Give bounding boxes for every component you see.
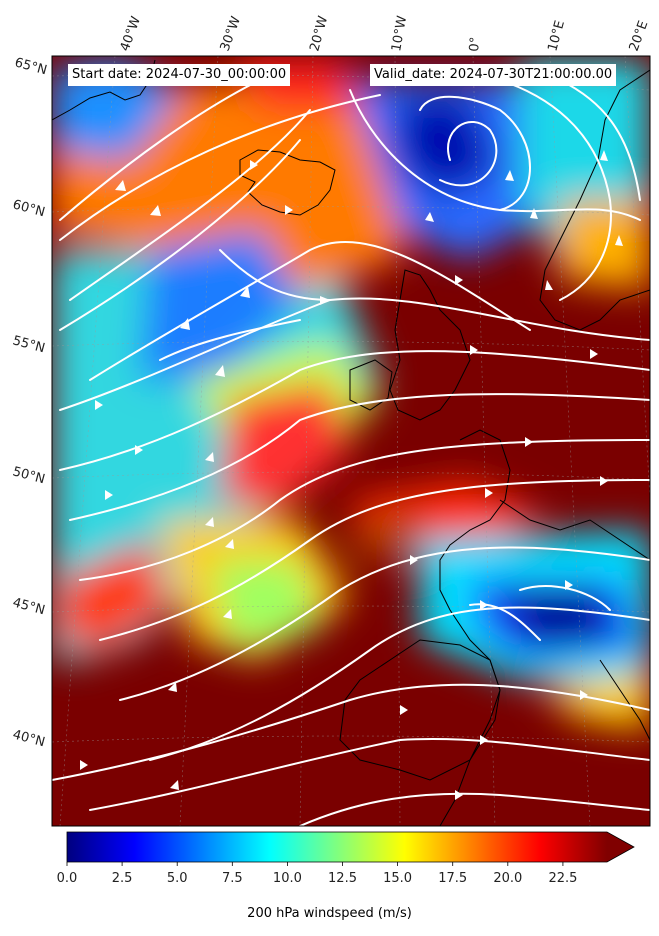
colorbar-tick-label: 0.0 bbox=[57, 871, 78, 886]
valid-date-label: Valid_date: 2024-07-30T21:00:00.00 bbox=[370, 64, 616, 86]
lat-label: 40°N bbox=[11, 727, 47, 750]
lat-labels: 65°N 60°N 55°N 50°N 45°N 40°N bbox=[11, 55, 49, 750]
colorbar-tick-label: 5.0 bbox=[167, 871, 188, 886]
lon-label: 10°W bbox=[389, 15, 410, 53]
colorbar-label: 200 hPa windspeed (m/s) bbox=[0, 906, 659, 921]
start-date-label: Start date: 2024-07-30_00:00:00 bbox=[68, 64, 290, 86]
colorbar-extend-arrow bbox=[607, 832, 634, 862]
lon-label: 40°W bbox=[118, 14, 144, 53]
lon-label: 0° bbox=[467, 36, 483, 52]
lon-label: 20°W bbox=[307, 14, 331, 53]
colorbar-tick-label: 12.5 bbox=[328, 871, 357, 886]
colorbar-tick-label: 15.0 bbox=[383, 871, 412, 886]
colorbar-tick-label: 20.0 bbox=[493, 871, 522, 886]
lat-label: 65°N bbox=[13, 55, 49, 78]
colorbar-tick-label: 22.5 bbox=[548, 871, 577, 886]
colorbar-tick-label: 17.5 bbox=[438, 871, 467, 886]
lon-labels: 40°W 30°W 20°W 10°W 0° 10°E 20°E bbox=[118, 14, 652, 53]
colorbar-gradient bbox=[67, 832, 607, 862]
colorbar: 0.0 2.5 5.0 7.5 10.0 12.5 15.0 17.5 20.0 22.5 bbox=[57, 832, 634, 886]
lat-label: 60°N bbox=[11, 197, 47, 220]
colorbar-tick-label: 10.0 bbox=[273, 871, 302, 886]
lon-label: 10°E bbox=[545, 19, 568, 53]
lon-label: 30°W bbox=[218, 14, 244, 53]
lat-label: 45°N bbox=[11, 595, 47, 618]
colorbar-tick-label: 2.5 bbox=[112, 871, 133, 886]
lon-label: 20°E bbox=[627, 19, 652, 54]
lat-label: 55°N bbox=[11, 333, 47, 356]
lat-label: 50°N bbox=[11, 464, 47, 487]
colorbar-tick-label: 7.5 bbox=[222, 871, 243, 886]
